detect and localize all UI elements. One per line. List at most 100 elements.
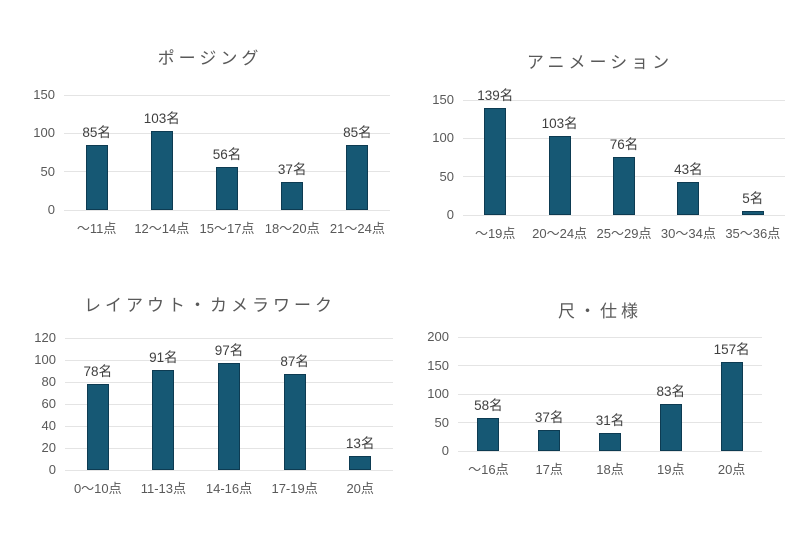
gridline [64, 132, 390, 134]
x-axis-category-label: 35〜36点 [725, 226, 781, 241]
gridline [463, 214, 785, 216]
bar-11-13点 [152, 369, 175, 470]
chart-animation: アニメーション 0 50 100 150 139名 〜19点 103名 20〜24点 76名 25… [400, 0, 800, 277]
bar-20点 [349, 455, 372, 470]
bar-15〜17点 [216, 167, 238, 210]
y-axis-tick-label: 50 [434, 414, 449, 430]
y-axis-tick-label: 120 [34, 330, 56, 345]
bar-19点 [659, 403, 682, 451]
plot-area-layout-camerawork: 0 20 40 60 80 100 120 78名 0〜10点 91名 11-13点 97名 14-16… [34, 330, 393, 496]
bar-data-label: 5名 [742, 191, 764, 207]
bar-〜11点 [85, 144, 108, 210]
chart-title-animation: アニメーション [526, 53, 674, 72]
y-axis-tick-label: 100 [33, 125, 55, 141]
bar-18〜20点 [281, 181, 304, 210]
plot-area-animation: 0 50 100 150 139名 〜19点 103名 20〜24点 76名 25〜29点 43名 3… [432, 88, 785, 241]
y-axis-tick-label: 0 [441, 443, 449, 458]
plot-area-posing: 0 50 100 150 85名 〜11点 103名 12〜14点 56名 15〜17点 37名 18… [33, 87, 390, 236]
x-axis-category-label: 0〜10点 [73, 481, 122, 496]
y-axis-tick-label: 0 [446, 207, 454, 222]
x-axis-category-label: 21〜24点 [329, 221, 385, 236]
bar-17点 [538, 429, 561, 451]
bar-〜19点 [484, 108, 507, 215]
x-axis-category-label: 19点 [657, 462, 685, 477]
bar-data-label: 157名 [713, 341, 750, 357]
gridline [463, 99, 785, 101]
x-axis-category-label: 30〜34点 [660, 226, 716, 241]
chart-layout-camerawork: レイアウト・カメラワーク 0 20 40 60 80 100 120 78名 0〜10点 91名 1… [0, 277, 400, 554]
y-axis-tick-label: 100 [34, 352, 56, 367]
gridline [458, 393, 762, 395]
bar-data-label: 85名 [82, 124, 111, 140]
y-axis-tick-label: 50 [40, 163, 55, 179]
bar-data-label: 139名 [477, 88, 514, 104]
bar-data-label: 37名 [277, 161, 307, 177]
bar-21〜24点 [346, 144, 369, 210]
gridline [65, 359, 393, 361]
y-axis-tick-label: 50 [439, 168, 454, 184]
gridline [458, 336, 762, 338]
bar-data-label: 13名 [345, 435, 375, 451]
y-axis-tick-label: 0 [47, 202, 55, 217]
gridline [463, 137, 785, 139]
bar-20〜24点 [548, 136, 571, 215]
bar-data-label: 58名 [474, 397, 503, 413]
bar-data-label: 87名 [280, 354, 309, 370]
gridline [458, 365, 762, 366]
bar-data-label: 37名 [534, 409, 564, 425]
gridline [458, 450, 762, 452]
y-axis-tick-label: 150 [33, 87, 55, 102]
bar-35〜36点 [741, 211, 764, 215]
x-axis-category-label: 17点 [535, 462, 563, 477]
bar-data-label: 76名 [609, 136, 639, 152]
chart-title-length-spec: 尺・仕様 [558, 302, 642, 321]
bar-data-label: 103名 [143, 111, 180, 127]
x-axis-category-label: 18点 [596, 462, 624, 477]
y-axis-tick-label: 100 [432, 130, 454, 146]
bar-18点 [599, 433, 621, 451]
chart-length-spec: 尺・仕様 0 50 100 150 200 58名〜16点 37名 17点 31名 18点 83名 1… [400, 277, 800, 554]
y-axis-tick-label: 20 [41, 440, 56, 455]
bar-data-label: 78名 [83, 364, 113, 380]
bar-data-label: 85名 [343, 124, 372, 140]
bar-〜16点 [477, 417, 500, 451]
x-axis-category-label: 20点 [346, 481, 374, 496]
bar-data-label: 91名 [149, 349, 178, 365]
x-axis-category-label: 〜11点 [76, 221, 117, 236]
bar-data-label: 97名 [214, 343, 244, 359]
bar-0〜10点 [86, 384, 109, 470]
y-axis-tick-label: 200 [427, 329, 449, 344]
y-axis-tick-label: 60 [41, 396, 56, 411]
bar-14-16点 [218, 363, 240, 470]
gridline [458, 422, 762, 423]
chart-title-posing: ポージング [157, 49, 263, 68]
bar-data-label: 103名 [541, 116, 578, 132]
bar-data-label: 43名 [674, 162, 703, 178]
bar-data-label: 31名 [595, 413, 625, 429]
bar-data-label: 83名 [656, 383, 686, 399]
y-axis-tick-label: 40 [41, 418, 56, 433]
y-axis-tick-label: 80 [41, 374, 56, 389]
x-axis-category-label: 20〜24点 [532, 226, 588, 241]
plot-area-length-spec: 0 50 100 150 200 58名〜16点 37名 17点 31名 18点 83名 19点 157… [427, 329, 762, 477]
x-axis-category-label: 14-16点 [205, 481, 253, 496]
gridline [65, 469, 393, 471]
bar-30〜34点 [677, 182, 700, 215]
x-axis-category-label: 15〜17点 [199, 221, 255, 236]
y-axis-tick-label: 100 [427, 386, 449, 401]
chart-title-layout-camerawork: レイアウト・カメラワーク [84, 296, 336, 315]
bar-25〜29点 [613, 156, 635, 215]
y-axis-tick-label: 150 [427, 357, 449, 373]
bar-20点 [720, 361, 743, 451]
gridline [64, 94, 390, 96]
bar-data-label: 56名 [212, 147, 242, 163]
bar-12〜14点 [150, 131, 173, 210]
x-axis-category-label: 〜19点 [474, 226, 516, 241]
bar-17-19点 [283, 374, 306, 470]
y-axis-tick-label: 0 [48, 462, 56, 477]
x-axis-category-label: 12〜14点 [134, 221, 190, 236]
x-axis-category-label: 20点 [717, 462, 746, 477]
x-axis-category-label: 〜16点 [468, 462, 509, 477]
x-axis-category-label: 11-13点 [140, 481, 187, 496]
